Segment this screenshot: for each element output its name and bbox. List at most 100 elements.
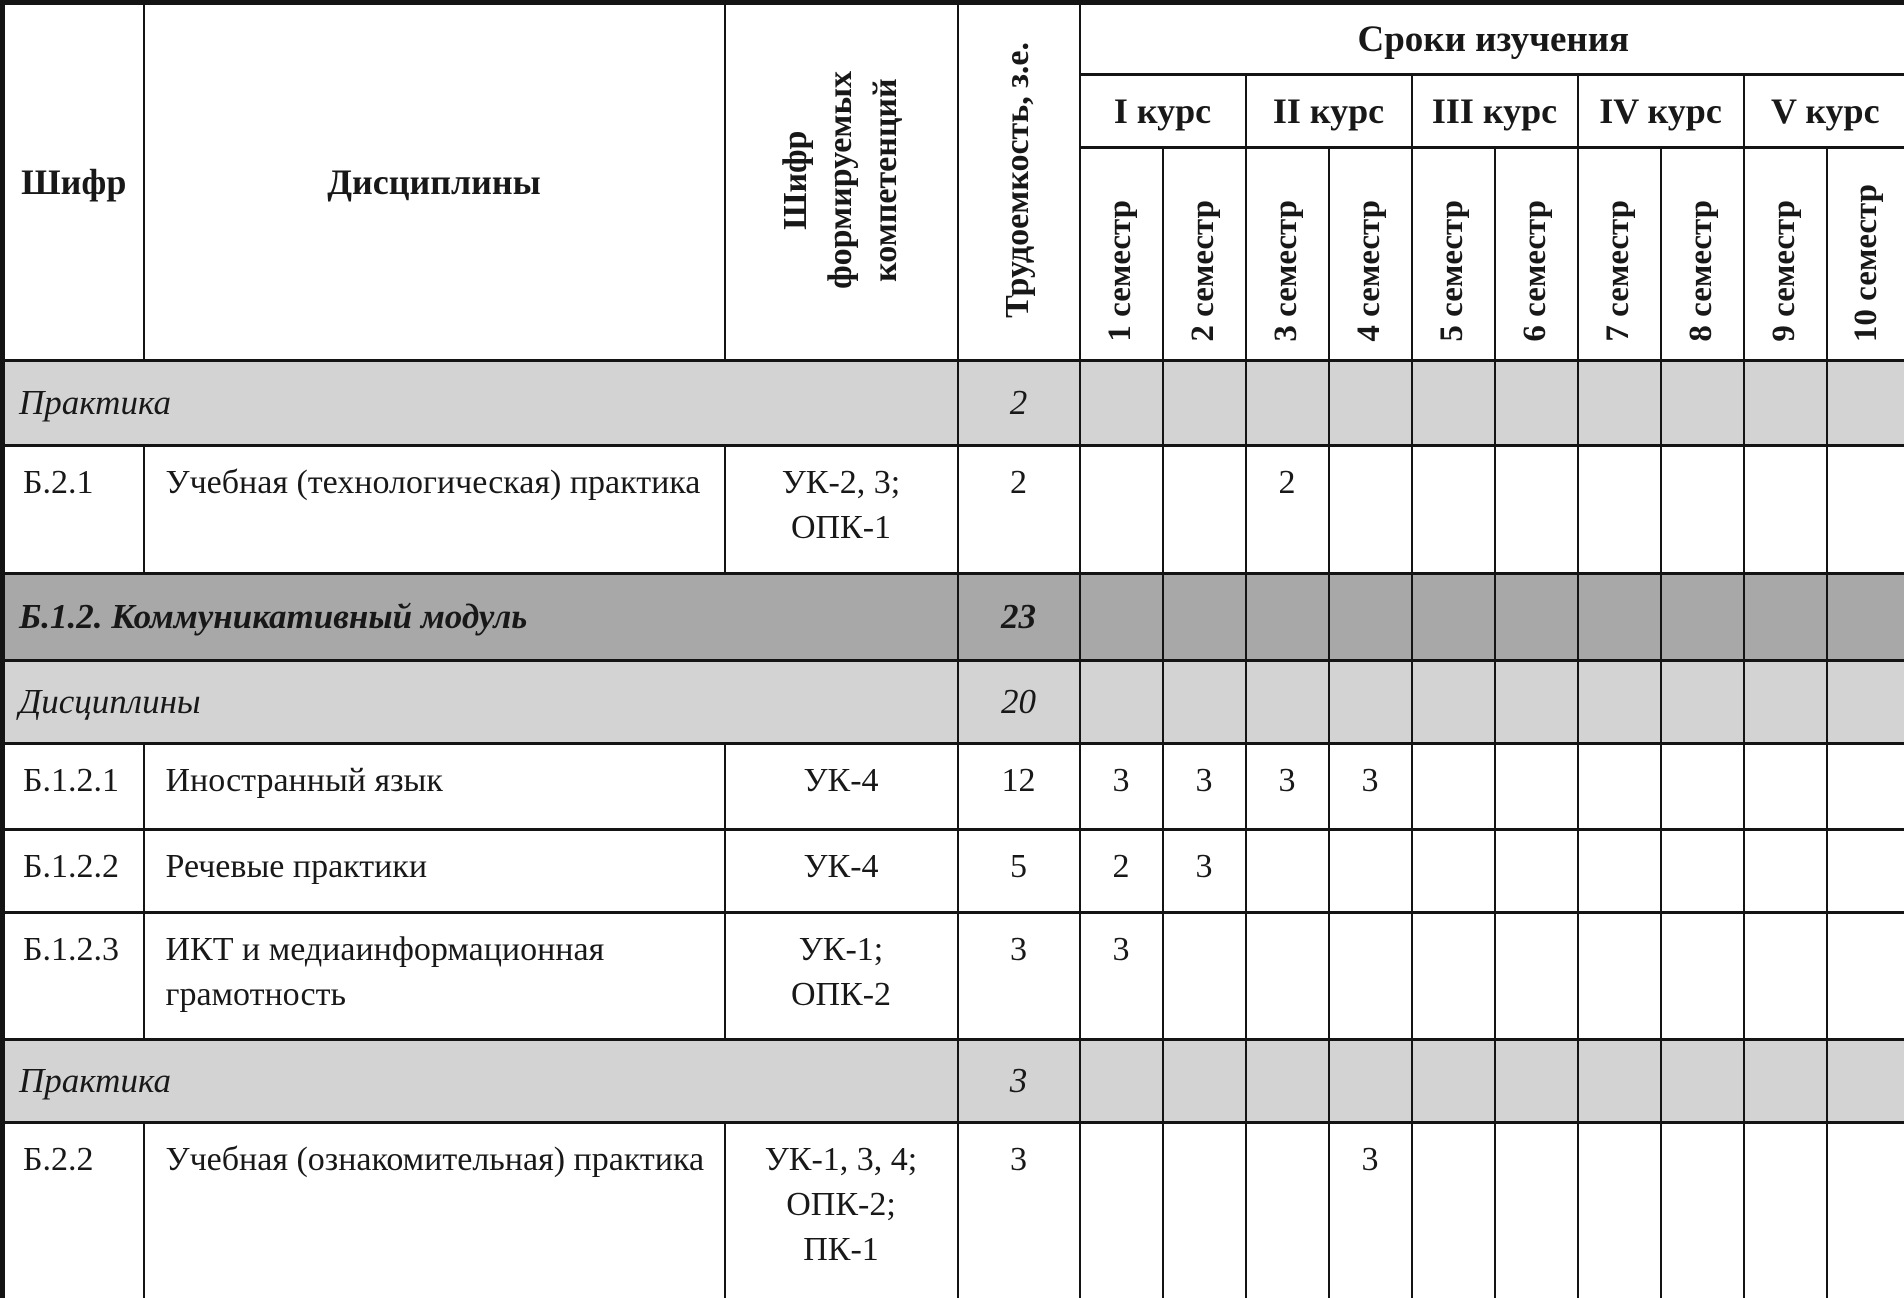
- cell-semester-10: [1825, 444, 1904, 575]
- cell-code: Б.2.1: [1, 444, 145, 575]
- cell-semester-6: [1493, 444, 1579, 575]
- cell-semester-10: [1825, 359, 1904, 447]
- cell-competencies: УК-4: [723, 828, 959, 914]
- semester-header-vertical-text: 6 семестр: [1517, 200, 1554, 342]
- cell-competencies: УК-1; ОПК-2: [723, 911, 959, 1041]
- header-row-courses: I курс II курс III курс IV курс V курс: [3, 73, 1904, 149]
- cell-workload: 23: [956, 572, 1081, 662]
- cell-semester-5: [1410, 359, 1496, 447]
- semester-header-6: 6 семестр: [1493, 146, 1579, 362]
- cell-semester-3: 2: [1244, 444, 1330, 575]
- cell-semester-2: [1161, 911, 1247, 1041]
- cell-semester-4: 3: [1327, 742, 1413, 831]
- cell-workload: 2: [956, 359, 1081, 447]
- semester-header-1: 1 семестр: [1078, 146, 1164, 362]
- cell-semester-8: [1659, 828, 1745, 914]
- cell-semester-9: [1742, 1121, 1828, 1298]
- course-header-1: I курс: [1078, 73, 1247, 149]
- cell-semester-2: [1161, 444, 1247, 575]
- course-header-4: IV курс: [1576, 73, 1745, 149]
- cell-semester-8: [1659, 1121, 1745, 1298]
- cell-semester-5: [1410, 444, 1496, 575]
- cell-semester-7: [1576, 742, 1662, 831]
- cell-semester-10: [1825, 659, 1904, 745]
- cell-semester-2: 3: [1161, 742, 1247, 831]
- cell-discipline: Учебная (ознакомительная) практика: [142, 1121, 726, 1298]
- cell-semester-1: [1078, 1121, 1164, 1298]
- table-row-Б.1.2.2: Б.1.2.2 Речевые практики УК-4 5 2 3: [1, 828, 1904, 914]
- cell-semester-4: [1327, 444, 1413, 575]
- cell-semester-8: [1659, 911, 1745, 1041]
- cell-semester-6: [1493, 742, 1579, 831]
- cell-semester-10: [1825, 828, 1904, 914]
- cell-workload: 5: [956, 828, 1081, 914]
- cell-semester-10: [1825, 1038, 1904, 1124]
- semester-header-vertical-text: 3 семестр: [1268, 200, 1305, 342]
- cell-semester-7: [1576, 444, 1662, 575]
- cell-semester-6: [1493, 572, 1579, 662]
- cell-semester-7: [1576, 572, 1662, 662]
- semester-header-7: 7 семестр: [1576, 146, 1662, 362]
- cell-semester-1: 3: [1078, 911, 1164, 1041]
- cell-semester-9: [1742, 659, 1828, 745]
- cell-semester-2: [1161, 1038, 1247, 1124]
- section-label: Практика: [1, 1038, 959, 1124]
- cell-semester-3: [1244, 911, 1330, 1041]
- semester-header-vertical-text: 9 семестр: [1766, 200, 1803, 342]
- cell-semester-3: 3: [1244, 742, 1330, 831]
- cell-semester-3: [1244, 572, 1330, 662]
- semester-header-9: 9 семестр: [1742, 146, 1828, 362]
- cell-semester-9: [1742, 444, 1828, 575]
- cell-semester-7: [1576, 828, 1662, 914]
- cell-semester-8: [1659, 1038, 1745, 1124]
- cell-semester-4: [1327, 572, 1413, 662]
- cell-semester-4: [1327, 911, 1413, 1041]
- cell-semester-2: 3: [1161, 828, 1247, 914]
- semester-header-vertical-text: 10 семестр: [1848, 183, 1884, 342]
- column-header-study-period: Сроки изучения: [1078, 1, 1904, 76]
- cell-code: Б.2.2: [1, 1121, 145, 1298]
- cell-semester-6: [1493, 911, 1579, 1041]
- cell-semester-10: [1825, 1121, 1904, 1298]
- cell-semester-7: [1576, 359, 1662, 447]
- cell-semester-2: [1161, 1121, 1247, 1298]
- course-header-5: V курс: [1742, 73, 1904, 149]
- course-header-2: II курс: [1244, 73, 1413, 149]
- cell-semester-7: [1576, 911, 1662, 1041]
- table-row-section: Практика 3: [1, 1038, 1904, 1124]
- cell-workload: 2: [956, 444, 1081, 575]
- cell-semester-9: [1742, 828, 1828, 914]
- cell-semester-3: [1244, 659, 1330, 745]
- cell-semester-9: [1742, 1038, 1828, 1124]
- cell-semester-6: [1493, 1121, 1579, 1298]
- semester-header-vertical-text: 4 семестр: [1351, 200, 1388, 342]
- cell-semester-4: [1327, 828, 1413, 914]
- cell-semester-1: 2: [1078, 828, 1164, 914]
- table-row-Б.1.2.3: Б.1.2.3 ИКТ и медиаинформационная грамотн…: [1, 911, 1904, 1041]
- cell-semester-5: [1410, 659, 1496, 745]
- cell-semester-4: [1327, 659, 1413, 745]
- cell-discipline: Иностранный язык: [142, 742, 726, 831]
- cell-semester-6: [1493, 359, 1579, 447]
- table-row-Б.1.2.1: Б.1.2.1 Иностранный язык УК-4 12 3 3 3 3: [1, 742, 1904, 831]
- cell-semester-8: [1659, 444, 1745, 575]
- cell-semester-2: [1161, 572, 1247, 662]
- cell-semester-8: [1659, 742, 1745, 831]
- column-header-competency-codes: Шифр формируемых компетенций: [723, 1, 959, 362]
- semester-header-vertical-text: 1 семестр: [1102, 200, 1139, 342]
- cell-semester-2: [1161, 659, 1247, 745]
- cell-workload: 3: [956, 911, 1081, 1041]
- cell-semester-2: [1161, 359, 1247, 447]
- cell-semester-8: [1659, 359, 1745, 447]
- workload-header-vertical-text: Трудоемкость, з.е.: [999, 41, 1037, 318]
- cell-semester-1: [1078, 572, 1164, 662]
- column-header-code: Шифр: [1, 1, 145, 362]
- table-row-section: Дисциплины 20: [1, 659, 1904, 745]
- course-header-3: III курс: [1410, 73, 1579, 149]
- semester-header-3: 3 семестр: [1244, 146, 1330, 362]
- cell-semester-6: [1493, 659, 1579, 745]
- cell-semester-7: [1576, 1121, 1662, 1298]
- header-row-top: Шифр Дисциплины Шифр формируемых компете…: [1, 1, 1904, 362]
